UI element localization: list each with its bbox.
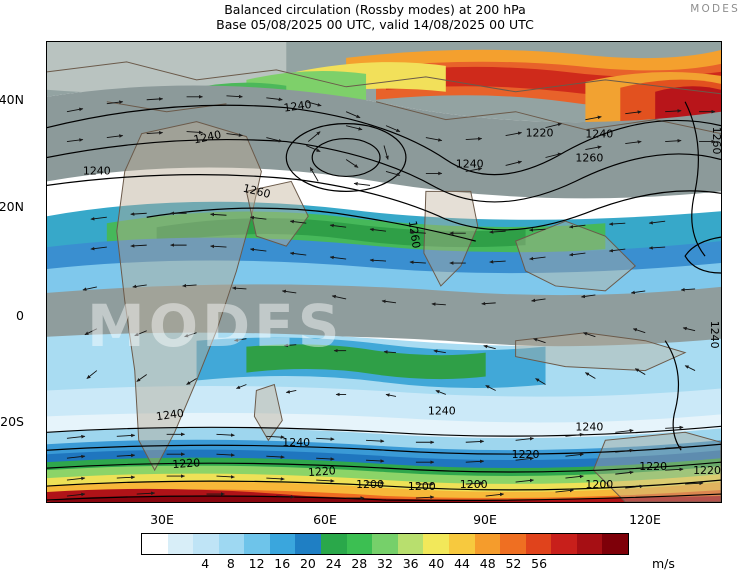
colorbar-swatch — [346, 534, 373, 554]
contour-label: 1200 — [408, 480, 436, 493]
colorbar-swatch — [500, 534, 526, 554]
colorbar-unit: m/s — [652, 556, 675, 571]
x-tick-120E: 120E — [629, 512, 661, 527]
contour-label: 1240 — [428, 404, 456, 417]
colorbar-tick: 20 — [299, 556, 316, 571]
contour-label: 1200 — [356, 478, 384, 491]
contour-label: 1240 — [83, 164, 111, 177]
contour-label: 1220 — [308, 464, 337, 479]
colorbar-swatch — [321, 534, 347, 554]
map-plot-area[interactable]: 1240 1240 1240 1240 1220 1240 1260 1260 … — [46, 41, 722, 503]
colorbar-swatch — [602, 534, 628, 554]
chart-title: Balanced circulation (Rossby modes) at 2… — [224, 2, 526, 17]
colorbar-swatch — [218, 534, 245, 554]
contour-label: 1200 — [585, 478, 613, 491]
contour-label: 1240 — [575, 420, 603, 433]
colorbar-swatch — [269, 534, 296, 554]
contour-label: 1260 — [575, 151, 603, 164]
chart-subtitle: Base 05/08/2025 00 UTC, valid 14/08/2025… — [216, 17, 534, 32]
contour-label: 1220 — [172, 456, 201, 471]
colorbar-swatch — [576, 534, 603, 554]
colorbar-swatch — [525, 534, 552, 554]
y-tick-20S: 20S — [0, 414, 24, 429]
contour-label: 1200 — [460, 478, 488, 491]
colorbar-tick: 8 — [226, 556, 235, 571]
contour-label: 1220 — [693, 464, 721, 477]
contour-labels: 1240 1240 1240 1240 1220 1240 1260 1260 … — [83, 98, 721, 493]
colorbar — [141, 533, 629, 555]
colorbar-swatch — [244, 534, 270, 554]
colorbar-swatch — [551, 534, 577, 554]
contour-label: 1240 — [456, 157, 484, 170]
map-canvas: 1240 1240 1240 1240 1220 1240 1260 1260 … — [47, 42, 721, 502]
chart-title-block: Balanced circulation (Rossby modes) at 2… — [0, 2, 750, 32]
y-tick-40N: 40N — [0, 92, 24, 107]
contour-label: 1240 — [282, 436, 310, 449]
contour-label: 1220 — [639, 460, 667, 473]
colorbar-swatch — [295, 534, 322, 554]
x-tick-30E: 30E — [150, 512, 174, 527]
colorbar-tick: 44 — [454, 556, 470, 571]
colorbar-tick: 24 — [325, 556, 342, 571]
height-contours — [47, 101, 721, 502]
colorbar-tick: 12 — [248, 556, 265, 571]
y-tick-20N: 20N — [0, 199, 24, 214]
contour-label: 1240 — [155, 407, 184, 424]
colorbar-labels: 4 8 12 16 20 24 28 32 36 40 44 48 52 56 — [141, 556, 629, 572]
contour-label: 1240 — [283, 98, 312, 115]
colorbar-tick: 4 — [201, 556, 210, 571]
colorbar-swatch — [448, 534, 475, 554]
colorbar-tick: 48 — [479, 556, 496, 571]
x-tick-90E: 90E — [473, 512, 497, 527]
colorbar-tick: 36 — [402, 556, 419, 571]
colorbar-tick: 40 — [428, 556, 445, 571]
colorbar-swatch — [167, 534, 194, 554]
colorbar-swatch — [474, 534, 501, 554]
brand-label: MODES — [690, 3, 740, 15]
windspeed-shading — [47, 42, 721, 502]
colorbar-swatch — [397, 534, 424, 554]
y-tick-0: 0 — [16, 308, 24, 323]
colorbar-swatch — [142, 534, 168, 554]
colorbar-tick: 52 — [505, 556, 522, 571]
contour-label: 1240 — [708, 321, 721, 349]
colorbar-tick: 28 — [351, 556, 368, 571]
colorbar-swatch — [423, 534, 449, 554]
contour-label: 1260 — [406, 220, 423, 249]
colorbar-tick: 16 — [274, 556, 291, 571]
x-tick-60E: 60E — [313, 512, 337, 527]
contour-label: 1220 — [526, 127, 554, 140]
contour-label: 1240 — [585, 128, 613, 141]
contour-label: 1260 — [710, 127, 721, 155]
wind-vectors — [66, 94, 716, 500]
colorbar-tick: 32 — [377, 556, 393, 571]
colorbar-swatch — [193, 534, 219, 554]
colorbar-swatch — [372, 534, 398, 554]
colorbar-tick: 56 — [531, 556, 548, 571]
